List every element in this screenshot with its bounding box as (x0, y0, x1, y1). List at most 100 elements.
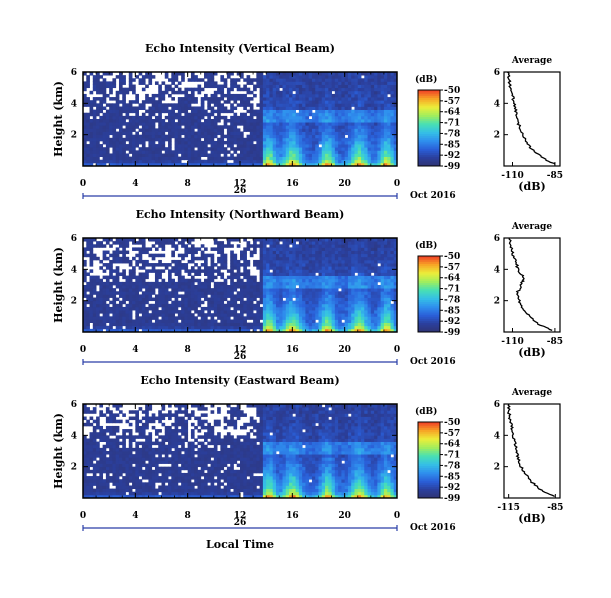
heatmap-cell (367, 150, 372, 154)
heatmap-cell (220, 300, 225, 305)
heatmap-cell (184, 328, 189, 333)
heatmap-cell (325, 131, 329, 136)
heatmap-cell (197, 266, 202, 270)
heatmap-cell (295, 93, 300, 98)
heatmap-cell (321, 93, 326, 98)
heatmap-cell (92, 109, 97, 114)
heatmap-cell (292, 247, 296, 251)
heatmap-cell (325, 84, 329, 89)
heatmap-cell (295, 144, 300, 148)
heatmap-cell (151, 75, 156, 79)
heatmap-cell (154, 159, 159, 164)
heatmap-cell (233, 137, 238, 142)
heatmap-cell (174, 297, 179, 302)
heatmap-cell (102, 119, 107, 123)
heatmap-cell (302, 153, 306, 157)
heatmap-cell (289, 153, 293, 157)
heatmap-cell (347, 256, 352, 261)
heatmap-cell (321, 266, 326, 270)
heatmap-cell (105, 156, 110, 161)
heatmap-cell (328, 125, 332, 129)
heatmap-cell (105, 297, 110, 302)
heatmap-cell (318, 303, 323, 308)
heatmap-cell (390, 147, 395, 151)
heatmap-cell (341, 244, 346, 248)
heatmap-cell (217, 106, 221, 110)
heatmap-cell (341, 310, 346, 314)
heatmap-cell (83, 319, 87, 323)
heatmap-cell (279, 75, 283, 79)
heatmap-cell (370, 115, 375, 120)
heatmap-cell (102, 156, 107, 161)
heatmap-cell (272, 87, 277, 92)
heatmap-cell (132, 140, 136, 145)
heatmap-cell (377, 288, 382, 292)
heatmap-cell (207, 278, 211, 283)
heatmap-cell (141, 147, 146, 151)
heatmap-cell (308, 122, 313, 126)
heatmap-cell (364, 288, 368, 292)
heatmap-cell (164, 147, 169, 151)
heatmap-cell (364, 328, 368, 333)
heatmap-cell (243, 275, 247, 280)
heatmap-cell (240, 253, 244, 258)
heatmap-cell (318, 131, 323, 136)
heatmap-cell (86, 84, 90, 89)
heatmap-cell (86, 328, 90, 333)
heatmap-cell (112, 297, 117, 302)
heatmap-cell (302, 81, 306, 85)
heatmap-cell (181, 303, 185, 308)
heatmap-cell (321, 285, 326, 289)
heatmap-cell (259, 147, 264, 151)
heatmap-cell (99, 128, 104, 132)
heatmap-cell (230, 128, 234, 132)
heatmap-cell (275, 125, 280, 129)
heatmap-cell (272, 300, 277, 305)
heatmap-cell (158, 288, 162, 292)
heatmap-cell (138, 128, 143, 132)
heatmap-cell (341, 103, 346, 107)
heatmap-cell (295, 137, 300, 142)
heatmap-cell (190, 159, 195, 164)
heatmap-cell (174, 247, 179, 251)
heatmap-cell (102, 256, 107, 261)
heatmap-cell (282, 137, 287, 142)
heatmap-cell (374, 269, 378, 273)
heatmap-cell (213, 288, 218, 292)
heatmap-cell (387, 84, 391, 89)
heatmap-cell (233, 303, 238, 308)
heatmap-cell (338, 297, 342, 302)
heatmap-cell (393, 115, 398, 120)
heatmap-cell (256, 159, 261, 164)
heatmap-cell (338, 134, 342, 139)
heatmap-cell (393, 75, 398, 79)
heatmap-cell (207, 97, 211, 101)
heatmap-cell (236, 313, 241, 317)
heatmap-cell (128, 310, 133, 314)
heatmap-cell (331, 128, 336, 132)
heatmap-cell (370, 319, 375, 323)
heatmap-cell (99, 241, 104, 245)
heatmap-cell (161, 128, 166, 132)
heatmap-cell (275, 297, 280, 302)
heatmap-cell (256, 294, 261, 298)
heatmap-cell (86, 238, 90, 242)
heatmap-cell (92, 303, 97, 308)
heatmap-cell (262, 278, 267, 283)
heatmap-cell (194, 97, 198, 101)
heatmap-cell (138, 294, 143, 298)
heatmap-cell (223, 266, 228, 270)
heatmap-cell (240, 328, 244, 333)
heatmap-cell (243, 93, 247, 98)
heatmap-cell (279, 128, 283, 132)
heatmap-cell (380, 238, 385, 242)
heatmap-cell (158, 238, 162, 242)
heatmap-cell (132, 247, 136, 251)
heatmap-cell (200, 316, 205, 320)
heatmap-cell (380, 162, 385, 167)
heatmap-cell (302, 244, 306, 248)
heatmap-cell (118, 316, 123, 320)
heatmap-cell (230, 250, 234, 255)
heatmap-cell (275, 300, 280, 305)
heatmap-cell (207, 253, 211, 258)
